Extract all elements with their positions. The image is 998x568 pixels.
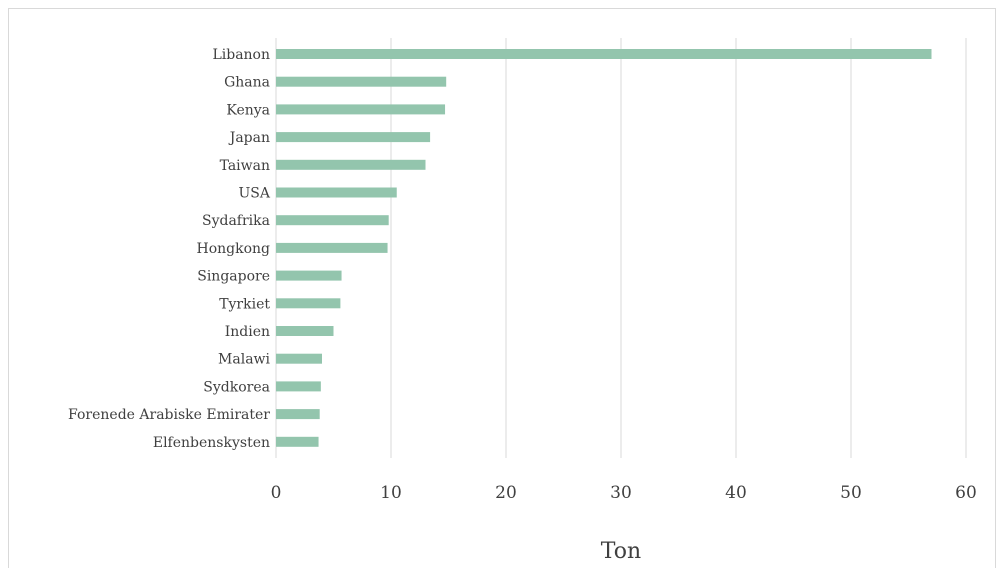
x-tick-label: 20 (495, 483, 517, 503)
chart-frame (8, 8, 996, 568)
category-label: Malawi (218, 352, 270, 368)
bar (276, 270, 342, 281)
x-tick-label: 50 (840, 483, 862, 503)
bar (276, 242, 388, 253)
category-label: Tyrkiet (219, 296, 270, 312)
x-tick-label: 0 (271, 483, 282, 503)
category-label: Forenede Arabiske Emirater (68, 407, 270, 423)
bar (276, 215, 389, 226)
bar (276, 381, 321, 392)
bar (276, 436, 319, 447)
bar (276, 409, 320, 420)
bar (276, 298, 341, 309)
bar (276, 159, 426, 170)
x-tick-label: 40 (725, 483, 747, 503)
bar (276, 76, 447, 87)
category-label: Ghana (224, 75, 270, 91)
x-tick-label: 60 (955, 483, 977, 503)
category-label: Elfenbenskysten (153, 435, 270, 451)
category-label: Japan (228, 130, 270, 146)
category-label: Hongkong (196, 241, 270, 257)
bar (276, 132, 431, 143)
bar (276, 187, 397, 198)
category-label: Sydkorea (203, 379, 270, 395)
bar (276, 353, 322, 364)
category-label: Kenya (226, 102, 270, 118)
bars (276, 49, 932, 447)
bar (276, 49, 932, 59)
x-tick-labels: 0 10 20 30 40 50 60 (271, 483, 977, 503)
category-labels: Libanon Ghana Kenya Japan Taiwan USA Sydafrika… (68, 47, 271, 451)
category-label: Taiwan (220, 158, 270, 174)
x-tick-label: 30 (610, 483, 632, 503)
x-tick-label: 10 (380, 483, 402, 503)
category-label: Libanon (212, 47, 270, 63)
category-label: Indien (225, 324, 270, 340)
category-label: Singapore (197, 269, 270, 285)
category-label: Sydafrika (202, 213, 270, 229)
bar (276, 104, 446, 115)
x-axis-title: Ton (601, 539, 641, 564)
category-label: USA (239, 186, 271, 202)
bar (276, 326, 334, 336)
